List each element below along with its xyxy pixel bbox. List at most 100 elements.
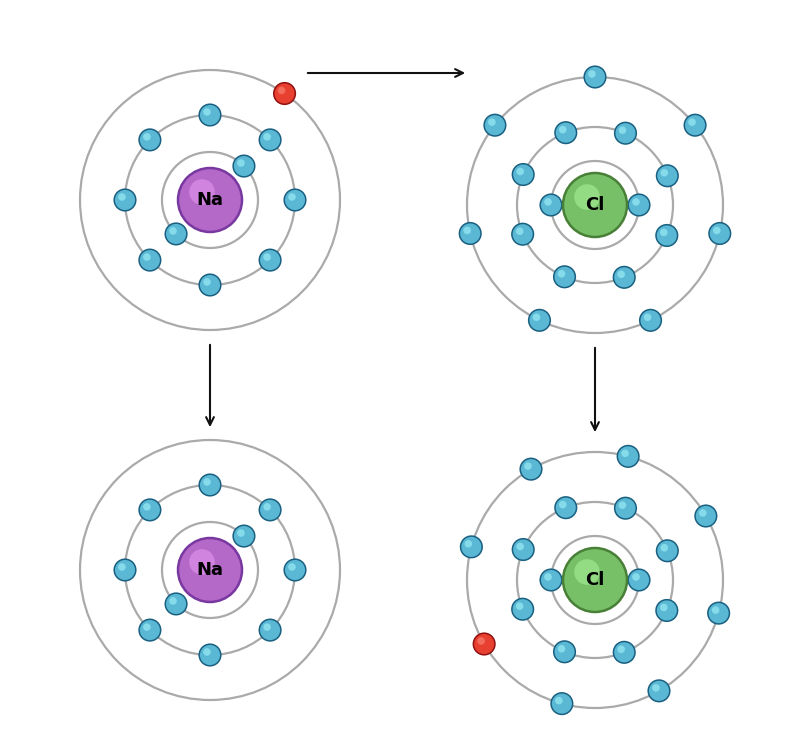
Circle shape (463, 226, 471, 234)
Circle shape (563, 173, 627, 237)
Circle shape (540, 569, 562, 591)
Circle shape (288, 193, 296, 200)
Circle shape (640, 309, 662, 331)
Circle shape (555, 122, 577, 144)
Circle shape (199, 274, 221, 296)
Circle shape (284, 189, 306, 211)
Circle shape (555, 697, 562, 704)
Circle shape (628, 569, 650, 591)
Circle shape (513, 539, 534, 560)
Text: Na: Na (197, 561, 223, 579)
Circle shape (488, 118, 496, 126)
Circle shape (618, 501, 626, 509)
Circle shape (461, 536, 482, 558)
Circle shape (516, 227, 523, 235)
Circle shape (660, 229, 667, 236)
Circle shape (713, 226, 721, 234)
Circle shape (203, 478, 210, 486)
Circle shape (199, 475, 221, 496)
Circle shape (684, 115, 706, 136)
Circle shape (263, 133, 271, 141)
Circle shape (516, 603, 523, 610)
Circle shape (139, 129, 161, 150)
Circle shape (166, 593, 187, 615)
Circle shape (544, 573, 552, 581)
Circle shape (203, 108, 210, 115)
Circle shape (618, 446, 639, 467)
Circle shape (588, 70, 596, 77)
Circle shape (614, 267, 635, 288)
Circle shape (203, 278, 210, 286)
Circle shape (618, 645, 625, 653)
Circle shape (513, 164, 534, 186)
Circle shape (199, 644, 221, 666)
Circle shape (661, 544, 668, 551)
Circle shape (263, 253, 271, 261)
Circle shape (263, 503, 271, 510)
Circle shape (657, 540, 678, 562)
Circle shape (614, 498, 636, 519)
Circle shape (699, 509, 706, 517)
Circle shape (178, 168, 242, 232)
Circle shape (618, 270, 625, 278)
Circle shape (540, 194, 562, 216)
Circle shape (558, 645, 566, 653)
Circle shape (632, 198, 640, 206)
Circle shape (709, 223, 730, 244)
Circle shape (199, 104, 221, 126)
Circle shape (118, 563, 126, 571)
Circle shape (533, 314, 540, 321)
Circle shape (656, 225, 678, 247)
Circle shape (574, 184, 600, 210)
Circle shape (259, 129, 281, 150)
Circle shape (512, 224, 534, 245)
Circle shape (657, 165, 678, 186)
Circle shape (520, 458, 542, 480)
Circle shape (512, 598, 534, 620)
Circle shape (474, 633, 495, 655)
Circle shape (114, 189, 136, 211)
Circle shape (695, 505, 717, 527)
Circle shape (459, 223, 481, 244)
Circle shape (551, 693, 573, 714)
Circle shape (178, 538, 242, 602)
Circle shape (284, 559, 306, 581)
Circle shape (237, 159, 245, 167)
Circle shape (166, 224, 187, 245)
Circle shape (628, 194, 650, 216)
Circle shape (465, 540, 472, 548)
Circle shape (554, 641, 575, 662)
Circle shape (652, 684, 660, 691)
Circle shape (529, 309, 550, 331)
Circle shape (524, 463, 532, 470)
Circle shape (203, 648, 210, 656)
Circle shape (648, 680, 670, 702)
Text: Cl: Cl (586, 196, 605, 214)
Circle shape (233, 525, 254, 547)
Circle shape (189, 180, 214, 205)
Circle shape (516, 542, 524, 551)
Circle shape (143, 503, 150, 510)
Circle shape (114, 559, 136, 581)
Circle shape (139, 499, 161, 521)
Circle shape (118, 193, 126, 200)
Circle shape (237, 529, 245, 537)
Text: Cl: Cl (586, 571, 605, 589)
Circle shape (189, 549, 214, 575)
Circle shape (584, 66, 606, 88)
Circle shape (622, 449, 629, 457)
Circle shape (632, 573, 640, 581)
Circle shape (660, 603, 667, 611)
Circle shape (139, 250, 161, 271)
Circle shape (614, 641, 635, 663)
Circle shape (233, 155, 254, 177)
Circle shape (170, 227, 177, 235)
Circle shape (278, 86, 286, 95)
Circle shape (288, 563, 296, 571)
Circle shape (555, 497, 577, 519)
Circle shape (688, 118, 696, 126)
Circle shape (143, 624, 150, 631)
Circle shape (618, 127, 626, 134)
Circle shape (274, 83, 295, 104)
Circle shape (259, 499, 281, 521)
